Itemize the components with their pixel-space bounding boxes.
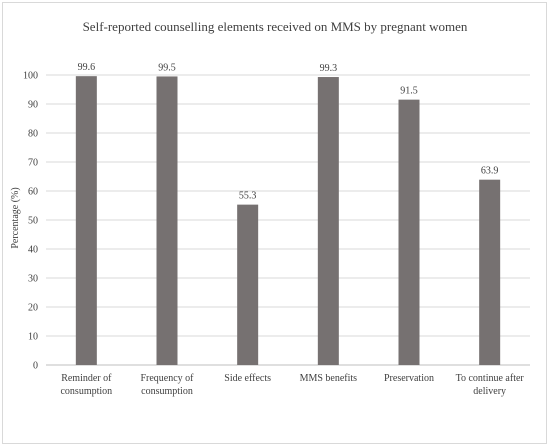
x-tick-label: consumption (141, 386, 193, 397)
y-tick-label: 30 (28, 274, 38, 285)
bar (398, 99, 420, 366)
y-tick-label: 100 (23, 71, 38, 82)
data-label: 99.5 (158, 62, 176, 73)
bar (75, 76, 97, 365)
x-tick-label: consumption (60, 386, 112, 397)
x-tick-label: Frequency of (140, 373, 194, 384)
bar (317, 77, 339, 365)
bar (156, 76, 178, 365)
chart-title: Self-reported counselling elements recei… (83, 19, 468, 34)
x-tick-label: delivery (473, 386, 506, 397)
x-tick-label: Side effects (224, 373, 271, 384)
x-tick-label: To continue after (456, 373, 525, 384)
x-tick-label: MMS benefits (300, 373, 358, 384)
y-tick-label: 70 (28, 158, 38, 169)
y-tick-label: 0 (33, 361, 38, 372)
y-tick-label: 40 (28, 245, 38, 256)
x-tick-label: Reminder of (61, 373, 112, 384)
y-axis-label: Percentage (%) (10, 187, 21, 248)
data-label: 55.3 (239, 191, 257, 202)
data-label: 99.6 (78, 62, 96, 73)
y-tick-label: 60 (28, 187, 38, 198)
x-tick-label: Preservation (384, 373, 434, 384)
data-label: 91.5 (400, 86, 418, 97)
y-tick-label: 20 (28, 303, 38, 314)
bar (479, 179, 501, 365)
y-tick-label: 80 (28, 129, 38, 140)
bar (237, 204, 259, 365)
y-tick-label: 90 (28, 100, 38, 111)
data-label: 63.9 (481, 166, 499, 177)
y-tick-label: 10 (28, 332, 38, 343)
data-label: 99.3 (320, 63, 338, 74)
y-tick-label: 50 (28, 216, 38, 227)
